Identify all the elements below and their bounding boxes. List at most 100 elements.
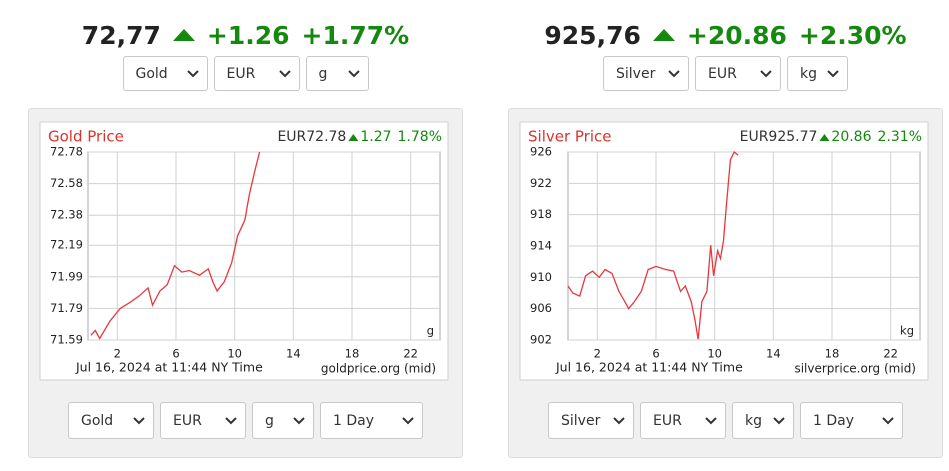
dropdown[interactable]: Gold xyxy=(122,56,208,91)
dropdown[interactable]: 1 Day xyxy=(800,402,903,439)
chevron xyxy=(773,416,785,424)
dropdown-label: 1 Day xyxy=(813,412,855,429)
dropdown[interactable]: EUR xyxy=(640,402,726,439)
x-tick-label: 10 xyxy=(227,347,242,361)
chevron xyxy=(882,416,894,424)
y-tick-label: 71.79 xyxy=(50,301,83,315)
y-tick-label: 72.38 xyxy=(50,208,83,222)
quote: EUR925.77 xyxy=(740,129,818,145)
unit-label: g xyxy=(427,324,434,338)
select-row: Gold EUR g 1 Day xyxy=(28,402,463,439)
dropdown[interactable]: g xyxy=(252,402,314,439)
x-tick-label: 2 xyxy=(114,347,121,361)
y-tick-label: 72.19 xyxy=(50,238,83,252)
up-arrow xyxy=(172,29,195,41)
y-tick-label: 926 xyxy=(530,145,552,159)
quote-arrow xyxy=(348,134,359,141)
select-row: Silver EUR kg 1 Day xyxy=(508,402,943,439)
footer-date: Jul 16, 2024 at 11:44 NY Time xyxy=(555,360,743,375)
price-header: 72,77 +1.26 +1.77% xyxy=(28,18,463,52)
x-tick-label: 18 xyxy=(825,347,840,361)
footer-source: silverprice.org (mid) xyxy=(794,362,916,376)
footer-source: goldprice.org (mid) xyxy=(321,362,436,376)
dropdown-label: g xyxy=(318,65,328,82)
dropdown-label: EUR xyxy=(653,412,682,429)
dropdown[interactable]: EUR xyxy=(695,56,781,91)
price: 925,76 xyxy=(544,20,641,50)
chevron xyxy=(613,416,625,424)
chevron xyxy=(133,416,145,424)
quote: EUR72.78 xyxy=(277,129,346,145)
chevron xyxy=(347,69,360,77)
quote-arrow xyxy=(819,134,830,141)
unit-label: kg xyxy=(900,324,914,338)
dropdown-label: EUR xyxy=(226,65,256,82)
dropdown[interactable]: Gold xyxy=(68,402,154,439)
dropdown-label: kg xyxy=(745,412,762,429)
chart-title: Silver Price xyxy=(528,128,612,146)
x-tick-label: 6 xyxy=(172,347,179,361)
chevron xyxy=(668,69,680,77)
y-tick-label: 72.78 xyxy=(50,145,83,159)
chart-title: Gold Price xyxy=(48,128,124,146)
x-tick-label: 14 xyxy=(286,347,301,361)
dropdown[interactable]: EUR xyxy=(213,56,300,91)
change: +20.86 xyxy=(686,20,787,50)
chevron xyxy=(827,69,839,77)
price: 72,77 xyxy=(81,20,161,50)
y-tick-label: 906 xyxy=(530,301,552,315)
dropdown[interactable]: g xyxy=(305,56,369,91)
chevron xyxy=(760,69,772,77)
x-tick-label: 18 xyxy=(345,347,360,361)
price-line xyxy=(90,151,261,340)
dropdown-label: kg xyxy=(800,65,817,82)
y-tick-label: 918 xyxy=(530,207,552,221)
dropdown-label: 1 Day xyxy=(333,412,375,429)
chevron xyxy=(225,416,237,424)
up-arrow xyxy=(652,29,675,41)
y-tick-label: 910 xyxy=(530,270,552,284)
chevron xyxy=(293,416,305,424)
quote-change: 20.86 xyxy=(831,129,871,145)
dropdown-label: Gold xyxy=(135,65,168,82)
dropdown-label: Gold xyxy=(81,412,114,429)
chevron xyxy=(278,69,291,77)
select-row: Silver EUR kg xyxy=(508,56,943,91)
x-tick-label: 2 xyxy=(594,347,601,361)
quote-percent: 1.78% xyxy=(398,129,442,145)
dropdown-label: EUR xyxy=(173,412,202,429)
select-row: Gold EUR g xyxy=(28,56,463,91)
dropdown[interactable]: Silver xyxy=(548,402,634,439)
plot-area xyxy=(87,151,441,341)
x-tick-label: 22 xyxy=(883,347,898,361)
change-percent: +2.30% xyxy=(798,20,907,50)
dropdown-label: Silver xyxy=(561,412,601,429)
dropdown-label: g xyxy=(265,412,274,429)
y-tick-label: 71.59 xyxy=(50,333,83,347)
quote-change: 1.27 xyxy=(360,129,391,145)
change-percent: +1.77% xyxy=(301,20,410,50)
chevron xyxy=(705,416,717,424)
dropdown[interactable]: EUR xyxy=(160,402,246,439)
dropdown[interactable]: kg xyxy=(732,402,794,439)
dropdown-label: Silver xyxy=(616,65,656,82)
chevron xyxy=(402,416,414,424)
dropdown-label: EUR xyxy=(708,65,737,82)
quote-percent: 2.31% xyxy=(878,129,922,145)
y-tick-label: 922 xyxy=(530,176,552,190)
dropdown[interactable]: 1 Day xyxy=(320,402,423,439)
dropdown[interactable]: Silver xyxy=(603,56,689,91)
price-header: 925,76 +20.86 +2.30% xyxy=(508,18,943,52)
x-tick-label: 10 xyxy=(707,347,722,361)
y-tick-label: 72.58 xyxy=(50,176,83,190)
price-line xyxy=(567,150,739,340)
x-tick-label: 6 xyxy=(652,347,659,361)
chevron xyxy=(186,69,199,77)
footer-date: Jul 16, 2024 at 11:44 NY Time xyxy=(75,360,263,375)
y-tick-label: 902 xyxy=(530,333,552,347)
dropdown[interactable]: kg xyxy=(787,56,848,91)
x-tick-label: 14 xyxy=(766,347,781,361)
x-tick-label: 22 xyxy=(403,347,418,361)
